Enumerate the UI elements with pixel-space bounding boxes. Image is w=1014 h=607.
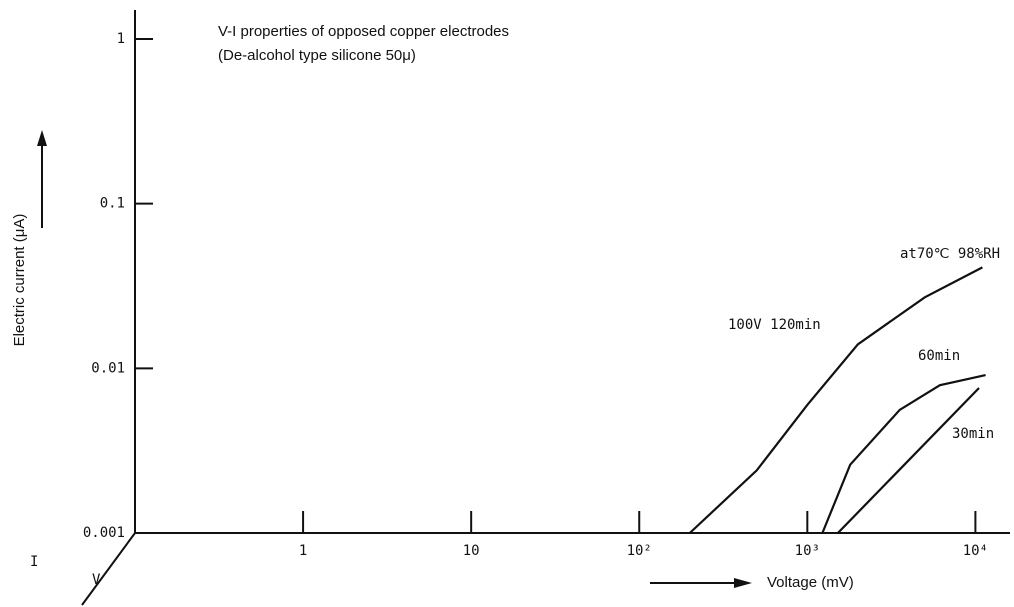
annotation: V	[92, 572, 101, 588]
y-axis-label: Electric current (μA)	[11, 214, 28, 347]
annotation: I	[30, 554, 38, 570]
oblique-axis	[81, 532, 136, 606]
y-arrow-head	[37, 130, 47, 146]
x-tick-label: 10	[463, 543, 480, 559]
line	[821, 374, 986, 534]
chart-title: V-I properties of opposed copper electro…	[218, 23, 509, 40]
y-tick-label: 0.1	[100, 196, 125, 212]
x-arrow-head	[734, 578, 752, 588]
series-label: 30min	[952, 426, 994, 442]
y-tick-label: 0.001	[83, 525, 125, 541]
line	[837, 387, 980, 534]
annotation: at70℃ 98%RH	[900, 246, 1000, 262]
x-tick-label: 10²	[627, 543, 652, 559]
chart-subtitle: (De-alcohol type silicone 50μ)	[218, 47, 416, 64]
x-tick-label: 10⁴	[963, 543, 988, 559]
y-tick-label: 1	[117, 31, 125, 47]
y-tick-label: 0.01	[91, 360, 125, 376]
series-label: 100V 120min	[728, 317, 821, 333]
series-label: 60min	[918, 348, 960, 364]
line	[689, 266, 983, 534]
x-tick-label: 10³	[795, 543, 820, 559]
x-axis-label: Voltage (mV)	[767, 574, 854, 591]
x-tick-label: 1	[299, 543, 307, 559]
